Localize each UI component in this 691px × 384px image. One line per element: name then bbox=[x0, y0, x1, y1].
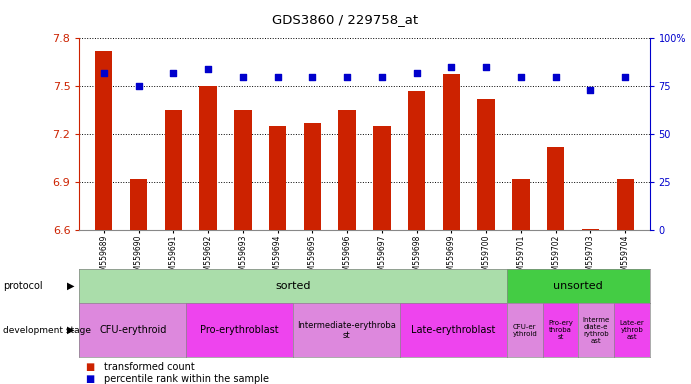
Text: ▶: ▶ bbox=[68, 325, 75, 335]
Point bbox=[481, 64, 492, 70]
Bar bbox=[95, 51, 113, 230]
Point bbox=[307, 74, 318, 80]
Bar bbox=[200, 86, 217, 230]
Text: unsorted: unsorted bbox=[553, 281, 603, 291]
Bar bbox=[269, 126, 286, 230]
Text: development stage: development stage bbox=[3, 326, 91, 335]
Bar bbox=[547, 147, 565, 230]
Bar bbox=[130, 179, 147, 230]
Bar bbox=[373, 126, 390, 230]
Point bbox=[202, 66, 214, 72]
Bar bbox=[477, 99, 495, 230]
Text: CFU-erythroid: CFU-erythroid bbox=[100, 325, 167, 335]
Text: protocol: protocol bbox=[3, 281, 43, 291]
Text: Intermediate-erythroba
st: Intermediate-erythroba st bbox=[297, 321, 396, 340]
Bar bbox=[616, 179, 634, 230]
Point bbox=[237, 74, 248, 80]
Text: GDS3860 / 229758_at: GDS3860 / 229758_at bbox=[272, 13, 419, 26]
Text: Pro-erythroblast: Pro-erythroblast bbox=[200, 325, 279, 335]
Text: Late-er
ythrob
ast: Late-er ythrob ast bbox=[619, 320, 644, 340]
Text: ■: ■ bbox=[86, 374, 99, 384]
Point bbox=[98, 70, 109, 76]
Text: ■: ■ bbox=[86, 361, 99, 372]
Point bbox=[168, 70, 179, 76]
Point bbox=[620, 74, 631, 80]
Text: percentile rank within the sample: percentile rank within the sample bbox=[104, 374, 269, 384]
Text: Interme
diate-e
rythrob
ast: Interme diate-e rythrob ast bbox=[583, 317, 609, 344]
Bar bbox=[303, 123, 321, 230]
Bar bbox=[339, 110, 356, 230]
Bar bbox=[443, 74, 460, 230]
Point bbox=[133, 83, 144, 89]
Point bbox=[272, 74, 283, 80]
Text: transformed count: transformed count bbox=[104, 361, 194, 372]
Bar bbox=[408, 91, 426, 230]
Bar bbox=[234, 110, 252, 230]
Point bbox=[585, 87, 596, 93]
Point bbox=[550, 74, 561, 80]
Point bbox=[515, 74, 527, 80]
Text: CFU-er
ythroid: CFU-er ythroid bbox=[513, 324, 537, 337]
Point bbox=[446, 64, 457, 70]
Point bbox=[411, 70, 422, 76]
Text: Late-erythroblast: Late-erythroblast bbox=[411, 325, 495, 335]
Text: ▶: ▶ bbox=[68, 281, 75, 291]
Text: sorted: sorted bbox=[276, 281, 311, 291]
Bar bbox=[582, 229, 599, 230]
Point bbox=[377, 74, 388, 80]
Bar bbox=[512, 179, 529, 230]
Point bbox=[341, 74, 352, 80]
Bar bbox=[164, 110, 182, 230]
Text: Pro-ery
throba
st: Pro-ery throba st bbox=[548, 320, 573, 340]
